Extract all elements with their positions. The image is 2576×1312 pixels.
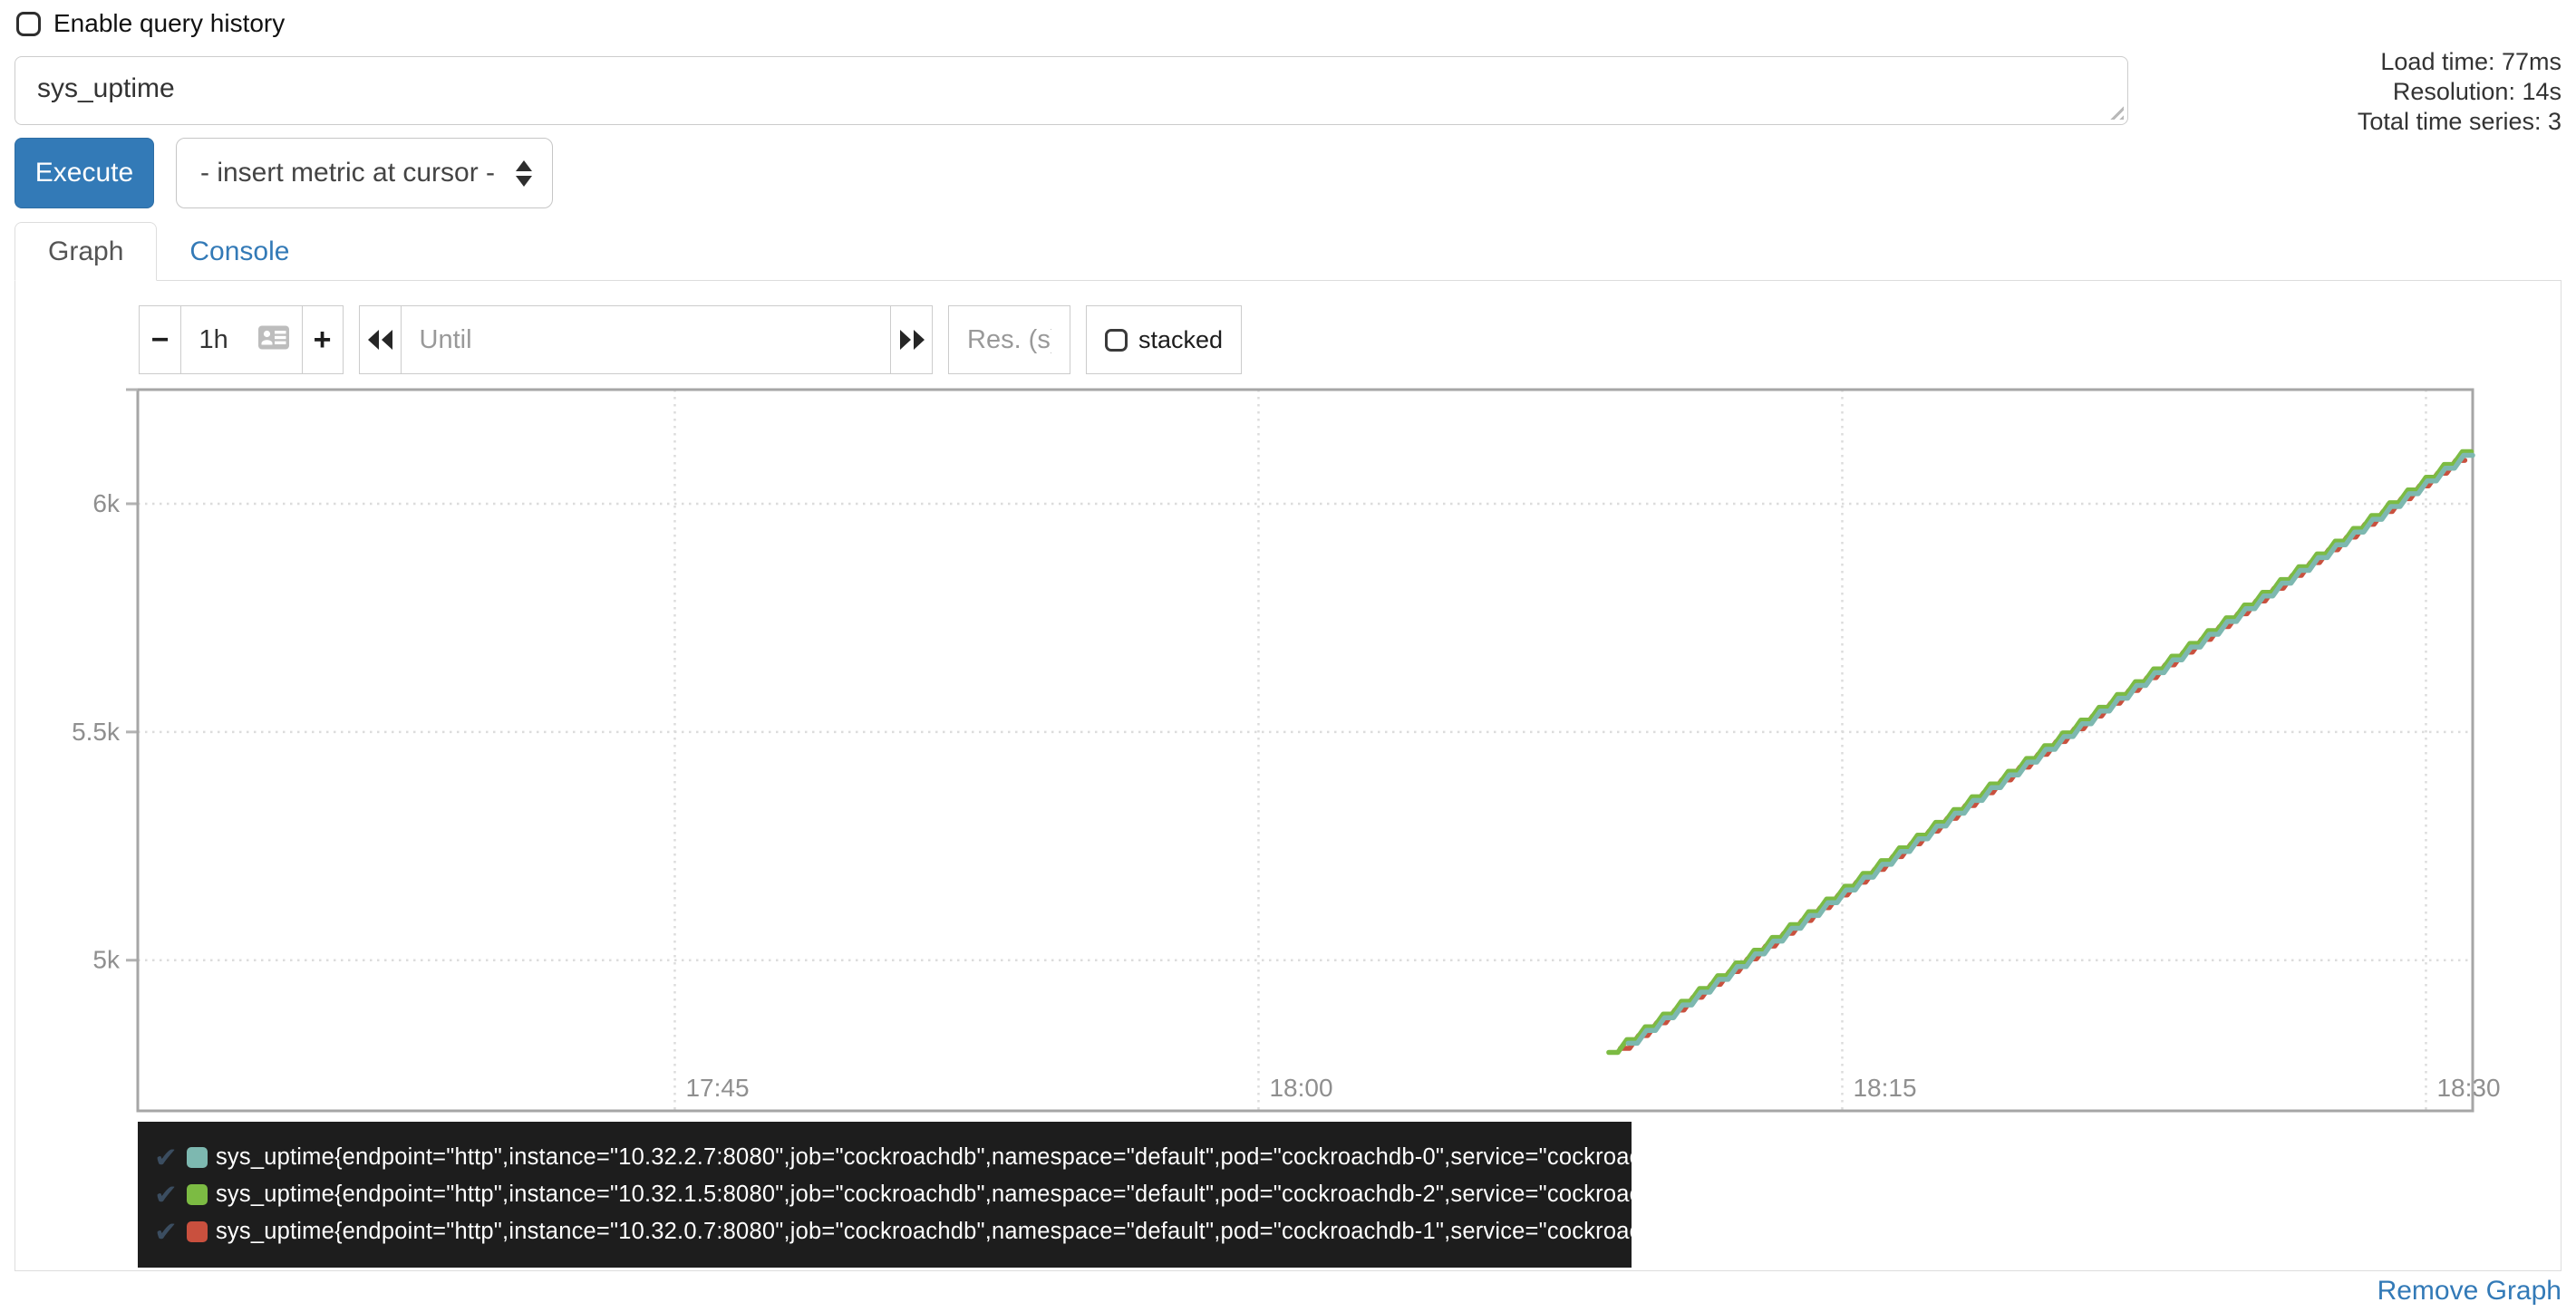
step-backward-button[interactable] <box>359 305 402 374</box>
load-time: Load time: 77ms <box>2380 48 2561 75</box>
view-tabs: Graph Console <box>15 222 322 281</box>
legend-check-icon: ✔ <box>154 1179 178 1211</box>
select-arrows-icon <box>516 159 532 187</box>
tab-graph[interactable]: Graph <box>15 222 158 281</box>
query-expression-wrap: sys_uptime <box>15 56 2128 125</box>
total-time-series: Total time series: 3 <box>2357 108 2561 135</box>
resolution: Resolution: 14s <box>2392 78 2561 105</box>
legend-swatch <box>186 1147 208 1168</box>
double-right-arrow-icon <box>899 330 925 350</box>
query-expression-input[interactable]: sys_uptime <box>15 56 2128 125</box>
legend-check-icon: ✔ <box>154 1142 178 1173</box>
insert-metric-select[interactable]: - insert metric at cursor - <box>176 138 553 208</box>
range-input[interactable] <box>179 305 303 374</box>
until-input[interactable] <box>400 305 892 374</box>
chart-legend: ✔ sys_uptime{endpoint="http",instance="1… <box>138 1122 1696 1268</box>
query-history-label: Enable query history <box>53 9 286 37</box>
legend-check-icon: ✔ <box>154 1216 178 1248</box>
range-control-group: − + <box>139 305 344 374</box>
step-forward-button[interactable] <box>890 305 933 374</box>
legend-item[interactable]: ✔ sys_uptime{endpoint="http",instance="1… <box>152 1139 1696 1176</box>
query-history-checkbox[interactable] <box>16 11 41 36</box>
stacked-checkbox[interactable] <box>1105 328 1128 352</box>
legend-swatch <box>186 1221 208 1242</box>
insert-metric-selected-value: - insert metric at cursor - <box>200 158 496 188</box>
stacked-label: stacked <box>1138 325 1224 353</box>
execute-button[interactable]: Execute <box>15 138 154 208</box>
stacked-toggle[interactable]: stacked <box>1086 305 1243 374</box>
query-stats: Load time: 77ms Resolution: 14s Total ti… <box>2358 47 2561 137</box>
query-history-toggle[interactable]: Enable query history <box>16 9 285 38</box>
remove-graph-link[interactable]: Remove Graph <box>2377 1276 2561 1306</box>
legend-item[interactable]: ✔ sys_uptime{endpoint="http",instance="1… <box>152 1213 1696 1250</box>
legend-item[interactable]: ✔ sys_uptime{endpoint="http",instance="1… <box>152 1176 1696 1213</box>
legend-series-label: sys_uptime{endpoint="http",instance="10.… <box>215 1182 1697 1207</box>
resolution-input[interactable] <box>948 305 1070 374</box>
legend-swatch <box>186 1184 208 1205</box>
double-left-arrow-icon <box>367 330 392 350</box>
tab-console[interactable]: Console <box>189 236 290 266</box>
grow-range-button[interactable]: + <box>301 305 344 374</box>
graph-controls: − + <box>139 305 1243 374</box>
shrink-range-button[interactable]: − <box>139 305 181 374</box>
legend-series-label: sys_uptime{endpoint="http",instance="10.… <box>215 1219 1697 1244</box>
legend-series-label: sys_uptime{endpoint="http",instance="10.… <box>215 1144 1697 1170</box>
execute-row: Execute - insert metric at cursor - <box>15 138 553 208</box>
time-control-group <box>359 305 933 374</box>
